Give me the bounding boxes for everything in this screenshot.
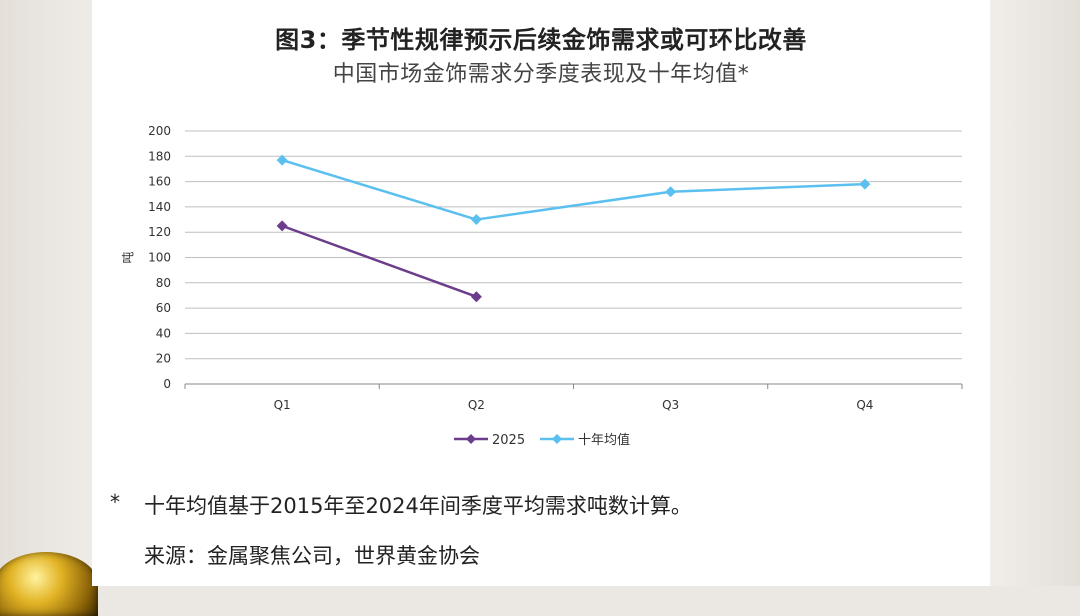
x-tick-label: Q1 [274,398,291,412]
gold-jewelry-decoration [0,552,98,616]
grid-lines [184,130,963,389]
background-left [0,0,92,586]
data-point-marker [276,154,288,166]
series-lines [276,154,871,303]
data-point-marker [665,186,677,198]
source-text: 来源：金属聚焦公司，世界黄金协会 [144,544,480,568]
legend-marker [466,434,476,444]
y-tick-label: 60 [156,301,171,315]
data-point-marker [276,220,288,232]
y-tick-label: 20 [156,352,171,366]
legend-label: 2025 [492,433,525,448]
y-tick-label: 200 [148,124,171,138]
y-tick-label: 100 [148,251,171,265]
y-tick-label: 140 [148,200,171,214]
x-tick-label: Q4 [856,398,873,412]
chart-subtitle: 中国市场金饰需求分季度表现及十年均值* [332,62,750,87]
data-point-marker [859,178,871,190]
y-tick-label: 180 [148,149,171,163]
legend-label: 十年均值 [578,432,630,448]
background-right [990,0,1080,586]
chart-title: 图3：季节性规律预示后续金饰需求或可环比改善 [275,26,807,54]
legend-marker [552,434,562,444]
y-tick-label: 40 [156,326,171,340]
x-tick-labels: Q1 Q2 Q3 Q4 [274,398,874,412]
footnote-text: 十年均值基于2015年至2024年间季度平均需求吨数计算。 [144,494,692,518]
data-point-marker [470,214,482,226]
series-line-1 [281,158,865,221]
y-axis-label: 吨 [121,251,135,263]
y-tick-label: 0 [163,377,171,391]
legend: 2025 十年均值 [454,432,630,448]
y-tick-label: 120 [148,225,171,239]
chart-card: 图3：季节性规律预示后续金饰需求或可环比改善 中国市场金饰需求分季度表现及十年均… [92,0,990,586]
y-tick-label: 160 [148,175,171,189]
y-tick-labels: 0 20 40 60 80 100 120 140 160 180 200 [148,124,171,391]
line-chart: 0 20 40 60 80 100 120 140 160 180 200 Q1 Q2 Q3 Q4 吨 2… [121,124,963,448]
footnote-marker: * [110,490,120,514]
data-point-marker [470,291,482,303]
x-tick-label: Q3 [662,398,679,412]
series-line-0 [281,224,477,298]
y-tick-label: 80 [156,276,171,290]
x-tick-label: Q2 [468,398,485,412]
